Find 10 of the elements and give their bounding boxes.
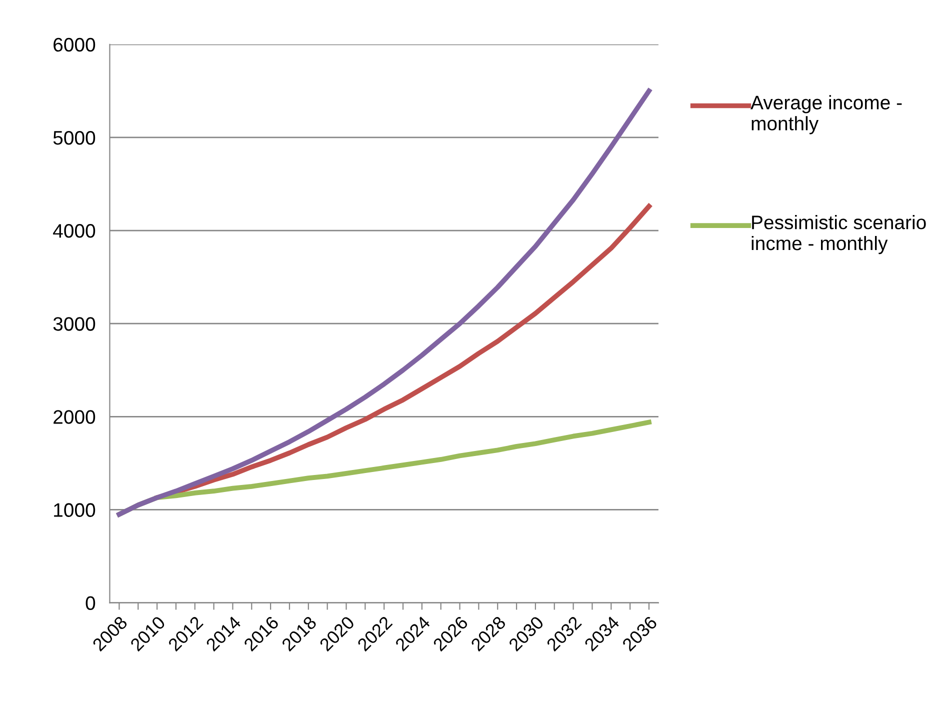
y-tick-label: 4000 (53, 224, 96, 238)
line-series (116, 88, 652, 517)
legend-label: Average income - monthly (750, 95, 902, 134)
legend-label: Pessimistic scenario incme - monthly (752, 215, 926, 254)
y-tick-label: 5000 (53, 130, 96, 145)
y-tick-label: 1000 (54, 503, 96, 517)
y-tick-label: 2000 (54, 410, 96, 424)
y-tick-label: 6000 (54, 38, 96, 52)
y-tick-label: 0 (86, 596, 96, 610)
y-tick-label: 3000 (53, 317, 96, 331)
